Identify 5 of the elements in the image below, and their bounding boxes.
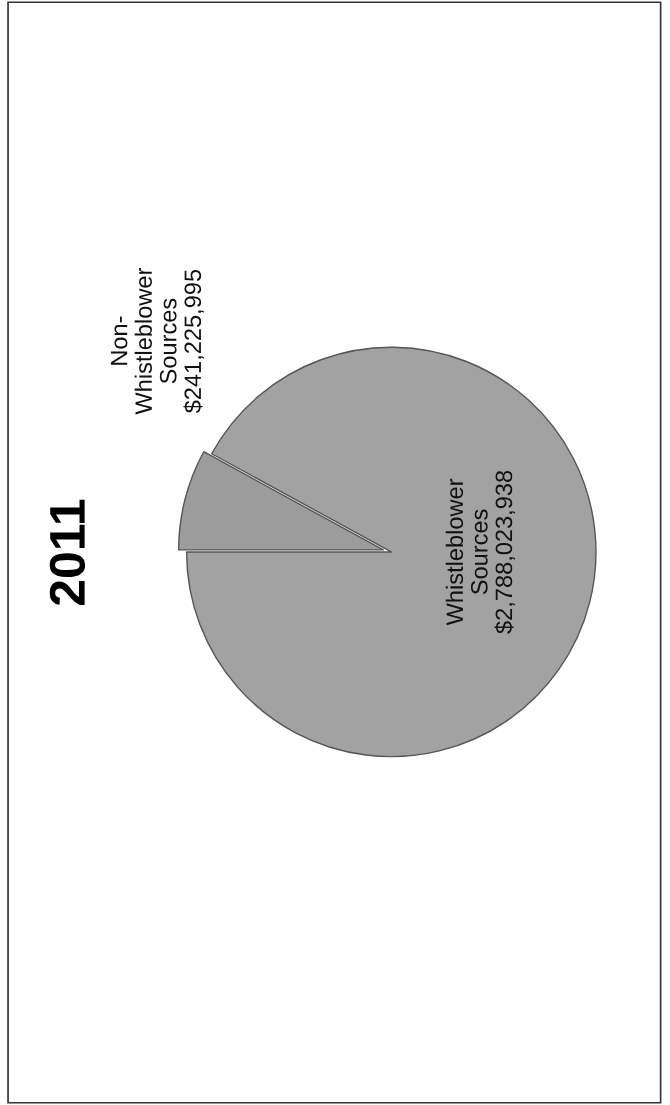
slice-label: Non- Whistleblower Sources [110,268,177,415]
data-label: $2,788,023,938 [494,470,516,634]
slice-label: Whistleblower Sources [445,478,488,626]
data-label: $241,225,995 [183,269,204,414]
text: 2011 [49,499,86,605]
